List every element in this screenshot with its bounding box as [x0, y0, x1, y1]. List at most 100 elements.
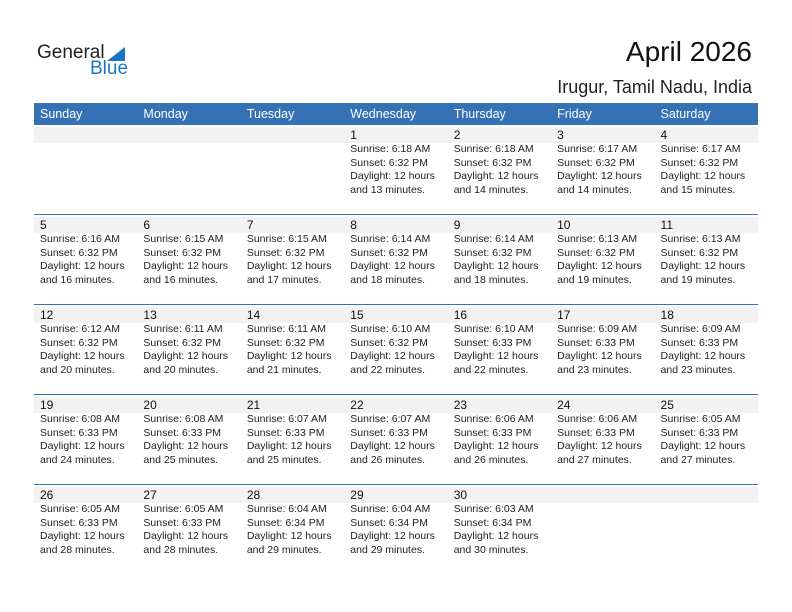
daylight1-text: Daylight: 12 hours	[453, 440, 539, 452]
day-number: 8	[350, 218, 357, 232]
sunset-text: Sunset: 6:33 PM	[143, 426, 222, 439]
day-number: 12	[40, 308, 54, 322]
daylight1-text: Daylight: 12 hours	[143, 530, 229, 542]
sunset-text: Sunset: 6:33 PM	[453, 426, 532, 439]
sunset-text: Sunset: 6:34 PM	[453, 516, 532, 529]
sunset-text: Sunset: 6:32 PM	[453, 156, 532, 169]
day-cell: 26 Sunrise: 6:05 AM Sunset: 6:33 PM Dayligh…	[34, 485, 137, 575]
day-number: 7	[246, 218, 254, 232]
logo-general-text: General	[37, 42, 105, 63]
sunset-text: Sunset: 6:33 PM	[350, 426, 428, 439]
empty-cell	[137, 125, 240, 215]
day-number-band	[34, 127, 758, 143]
day-cell: 18 Sunrise: 6:09 AM Sunset: 6:33 PM Dayligh…	[655, 305, 758, 395]
sunrise-text: Sunrise: 6:07 AM	[246, 413, 327, 425]
sunset-text: Sunset: 6:32 PM	[453, 246, 532, 259]
sunrise-text: Sunrise: 6:17 AM	[557, 143, 638, 155]
daylight1-text: Daylight: 12 hours	[246, 440, 332, 452]
day-cell: 7 Sunrise: 6:15 AM Sunset: 6:32 PM Daylight…	[241, 215, 344, 305]
day-cell: 4 Sunrise: 6:17 AM Sunset: 6:32 PM Daylight…	[655, 125, 758, 215]
day-number: 11	[660, 218, 673, 232]
day-number-band	[34, 307, 758, 323]
daylight1-text: Daylight: 12 hours	[246, 530, 332, 542]
day-number: 4	[660, 128, 668, 142]
day-number: 27	[143, 488, 157, 502]
day-cell: 10 Sunrise: 6:13 AM Sunset: 6:32 PM Dayligh…	[551, 215, 654, 305]
day-cell: 27 Sunrise: 6:05 AM Sunset: 6:33 PM Dayligh…	[137, 485, 240, 575]
weekday-friday: Friday	[557, 107, 592, 121]
daylight1-text: Daylight: 12 hours	[40, 260, 125, 272]
day-cell: 24 Sunrise: 6:06 AM Sunset: 6:33 PM Dayligh…	[551, 395, 654, 485]
weekday-thursday: Thursday	[453, 107, 506, 121]
daylight1-text: Daylight: 12 hours	[143, 350, 229, 362]
sunset-text: Sunset: 6:32 PM	[660, 156, 739, 169]
daylight2-text: and 22 minutes.	[350, 363, 425, 376]
sunset-text: Sunset: 6:33 PM	[453, 336, 532, 349]
sunset-text: Sunset: 6:32 PM	[557, 156, 635, 169]
daylight2-text: and 21 minutes.	[246, 363, 322, 376]
day-cell: 9 Sunrise: 6:14 AM Sunset: 6:32 PM Daylight…	[448, 215, 551, 305]
page-title: April 2026	[625, 36, 752, 67]
daylight1-text: Daylight: 12 hours	[660, 170, 746, 182]
sunset-text: Sunset: 6:33 PM	[143, 516, 222, 529]
daylight2-text: and 27 minutes.	[557, 453, 632, 466]
day-cell: 20 Sunrise: 6:08 AM Sunset: 6:33 PM Dayligh…	[137, 395, 240, 485]
sunrise-text: Sunrise: 6:05 AM	[143, 503, 224, 515]
empty-cell	[551, 485, 654, 575]
day-cell: 1 Sunrise: 6:18 AM Sunset: 6:32 PM Daylight…	[344, 125, 447, 215]
sunrise-text: Sunrise: 6:13 AM	[557, 233, 638, 245]
daylight2-text: and 16 minutes.	[143, 273, 219, 286]
sunset-text: Sunset: 6:33 PM	[40, 426, 118, 439]
sunset-text: Sunset: 6:32 PM	[40, 336, 118, 349]
daylight1-text: Daylight: 12 hours	[40, 350, 125, 362]
sunrise-text: Sunrise: 6:12 AM	[40, 323, 120, 335]
daylight2-text: and 28 minutes.	[143, 543, 219, 556]
sunset-text: Sunset: 6:33 PM	[40, 516, 118, 529]
daylight2-text: and 29 minutes.	[246, 543, 322, 556]
daylight2-text: and 23 minutes.	[557, 363, 632, 376]
location-label: Irugur, Tamil Nadu, India	[557, 77, 752, 97]
daylight2-text: and 26 minutes.	[350, 453, 425, 466]
day-cell: 19 Sunrise: 6:08 AM Sunset: 6:33 PM Dayligh…	[34, 395, 137, 485]
daylight2-text: and 20 minutes.	[40, 363, 115, 376]
daylight1-text: Daylight: 12 hours	[557, 440, 642, 452]
day-cell: 22 Sunrise: 6:07 AM Sunset: 6:33 PM Dayligh…	[344, 395, 447, 485]
empty-cell	[34, 125, 137, 215]
week-row: 19 Sunrise: 6:08 AM Sunset: 6:33 PM Dayligh…	[34, 394, 758, 485]
day-cell: 6 Sunrise: 6:15 AM Sunset: 6:32 PM Daylight…	[137, 215, 240, 305]
day-number: 14	[246, 308, 261, 322]
sunset-text: Sunset: 6:33 PM	[246, 426, 325, 439]
sunset-text: Sunset: 6:32 PM	[40, 246, 118, 259]
day-cell: 2 Sunrise: 6:18 AM Sunset: 6:32 PM Daylight…	[448, 125, 551, 215]
sunrise-text: Sunrise: 6:11 AM	[246, 323, 327, 335]
sunrise-text: Sunrise: 6:09 AM	[557, 323, 638, 335]
daylight1-text: Daylight: 12 hours	[660, 260, 746, 272]
daylight2-text: and 23 minutes.	[660, 363, 736, 376]
day-number: 21	[246, 398, 261, 412]
weekday-wednesday: Wednesday	[350, 107, 417, 121]
day-number: 23	[453, 398, 468, 412]
sunrise-text: Sunrise: 6:18 AM	[453, 143, 534, 155]
day-cell: 23 Sunrise: 6:06 AM Sunset: 6:33 PM Dayligh…	[448, 395, 551, 485]
daylight1-text: Daylight: 12 hours	[350, 260, 435, 272]
daylight2-text: and 19 minutes.	[660, 273, 736, 286]
sunset-text: Sunset: 6:33 PM	[660, 426, 739, 439]
daylight2-text: and 28 minutes.	[40, 543, 115, 556]
sunrise-text: Sunrise: 6:09 AM	[660, 323, 741, 335]
day-number: 29	[350, 488, 364, 502]
daylight1-text: Daylight: 12 hours	[453, 530, 539, 542]
sunrise-text: Sunrise: 6:04 AM	[350, 503, 431, 515]
day-cell: 3 Sunrise: 6:17 AM Sunset: 6:32 PM Daylight…	[551, 125, 654, 215]
sunrise-text: Sunrise: 6:10 AM	[453, 323, 534, 335]
day-number: 15	[350, 308, 364, 322]
sunrise-text: Sunrise: 6:07 AM	[350, 413, 431, 425]
day-number: 16	[453, 308, 468, 322]
day-number: 17	[557, 308, 571, 322]
day-cell: 8 Sunrise: 6:14 AM Sunset: 6:32 PM Daylight…	[344, 215, 447, 305]
day-number: 10	[557, 218, 571, 232]
day-cell: 29 Sunrise: 6:04 AM Sunset: 6:34 PM Dayligh…	[344, 485, 447, 575]
sunset-text: Sunset: 6:34 PM	[246, 516, 325, 529]
daylight1-text: Daylight: 12 hours	[660, 440, 746, 452]
sunset-text: Sunset: 6:34 PM	[350, 516, 428, 529]
